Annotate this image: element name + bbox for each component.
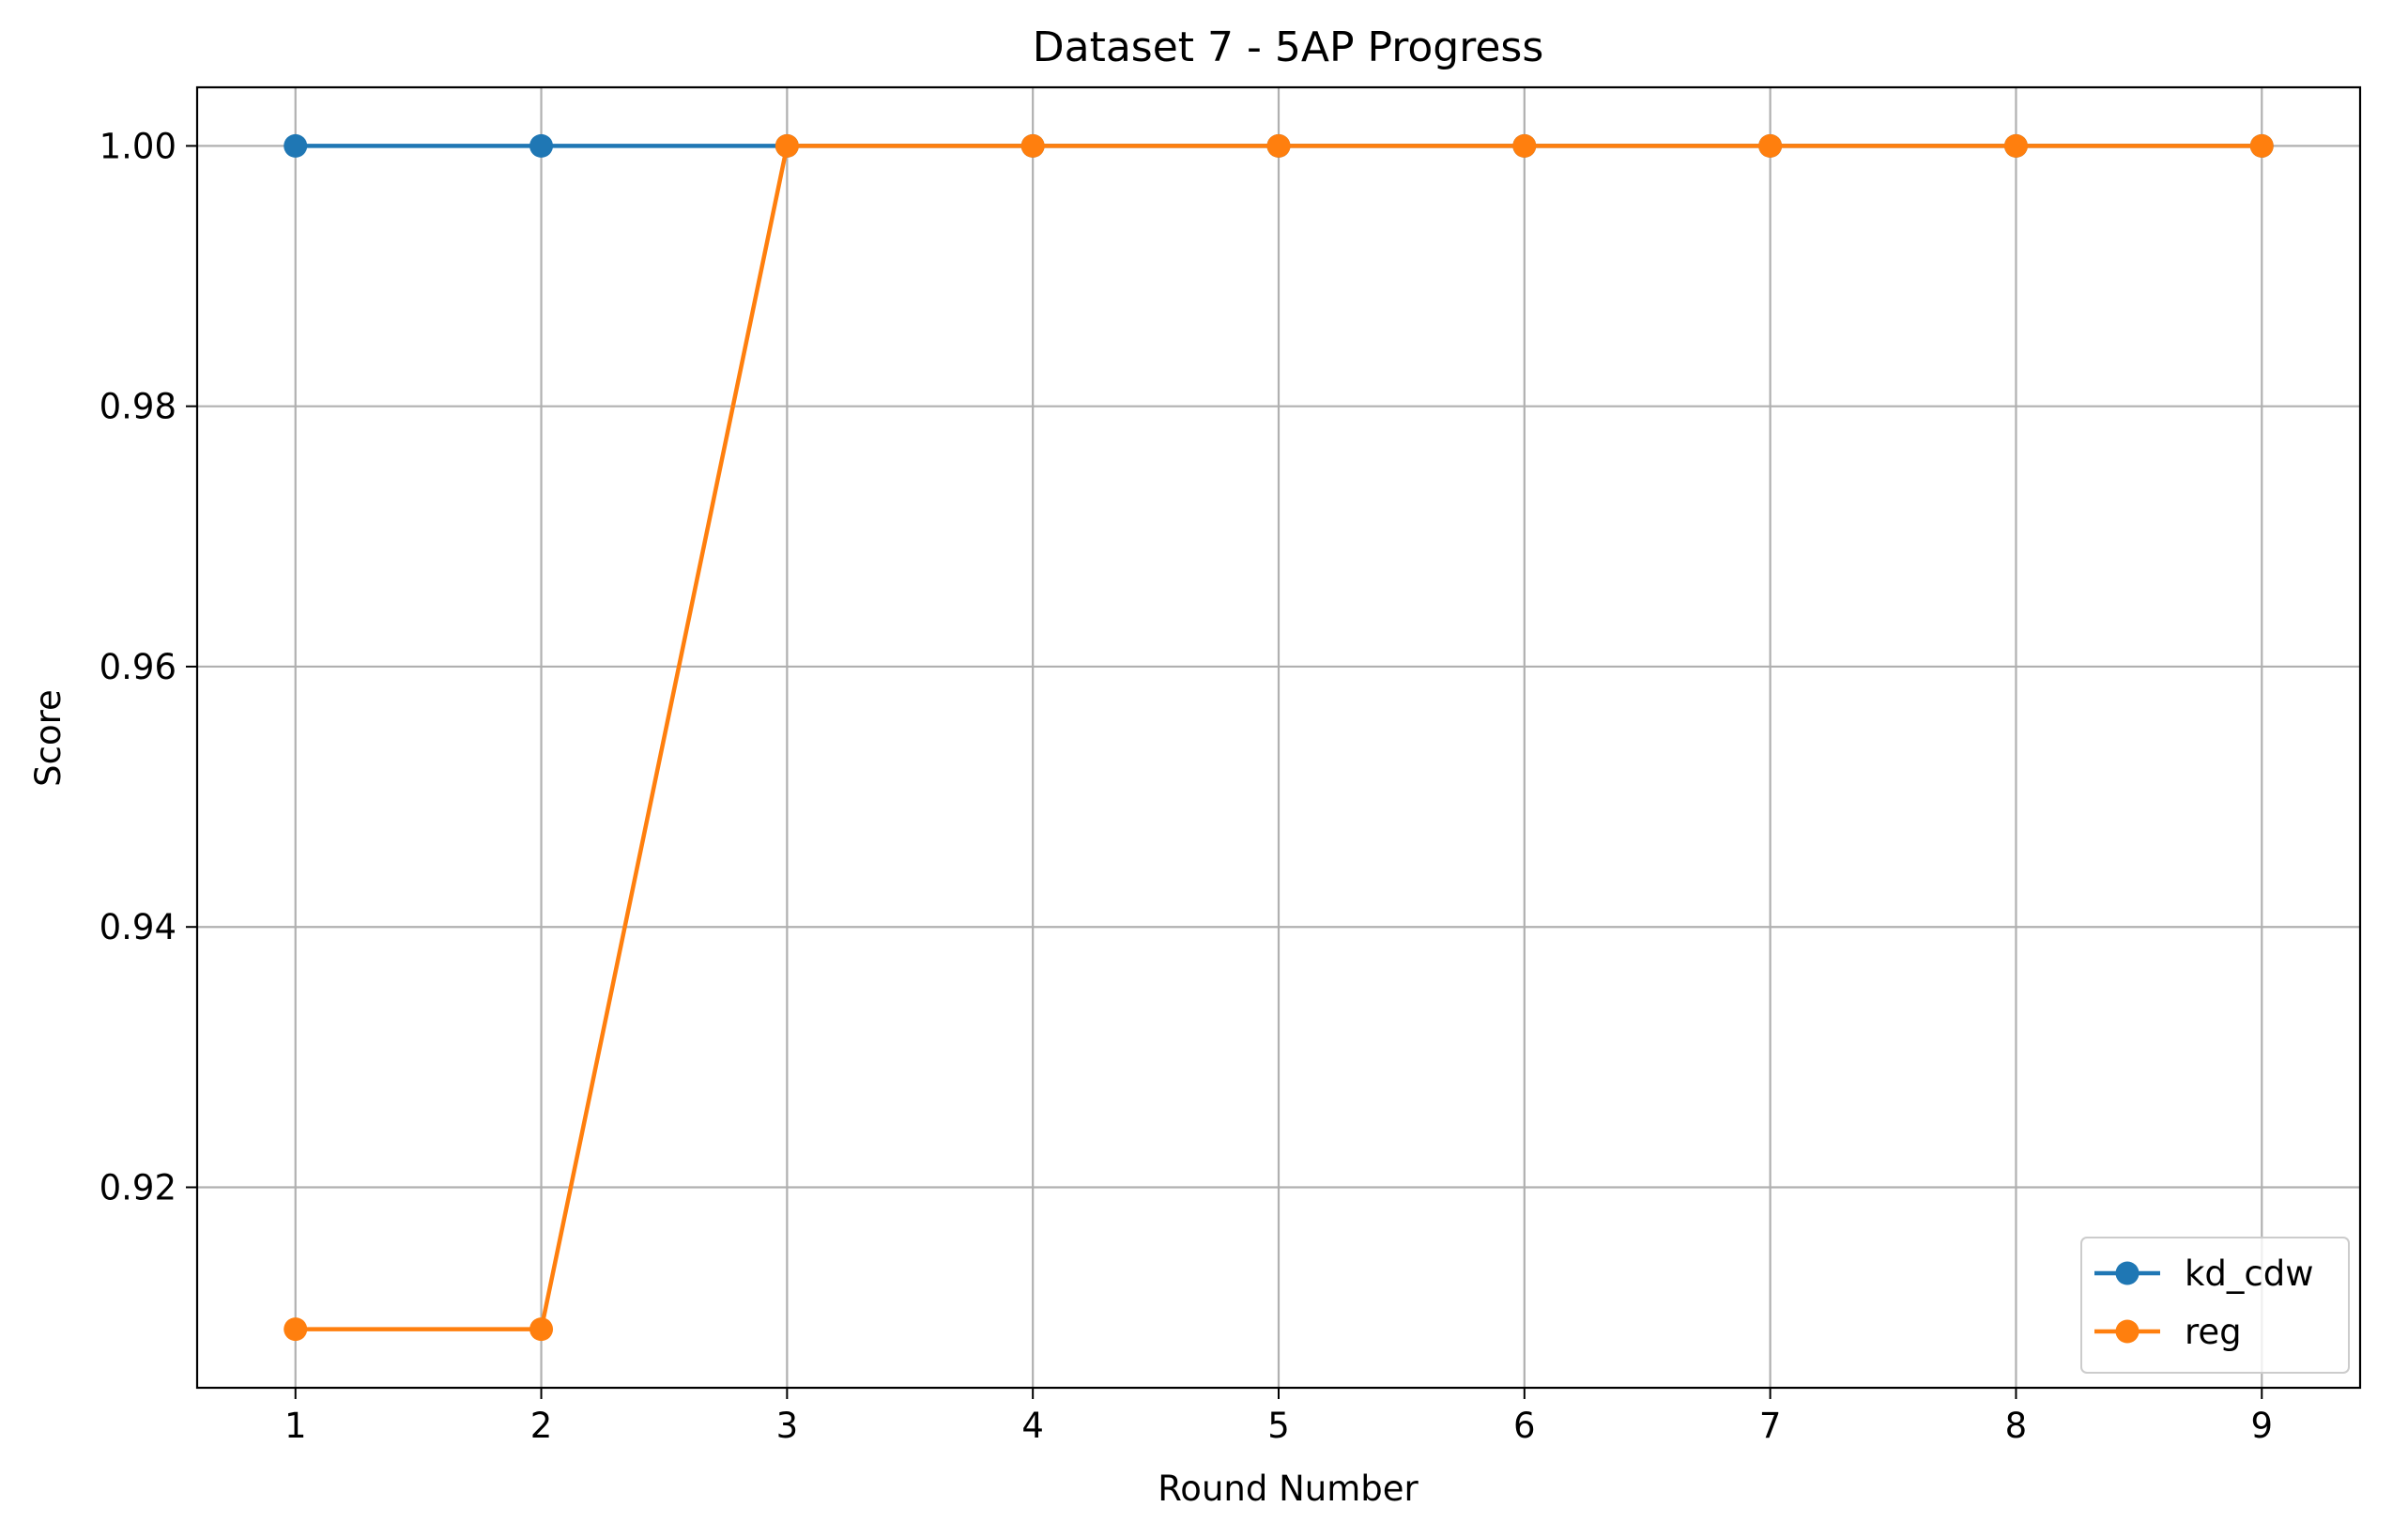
series-layer — [284, 133, 2274, 1342]
legend-marker — [2115, 1319, 2140, 1344]
data-point-reg — [2003, 133, 2028, 158]
data-point-kd_cdw — [284, 133, 308, 158]
x-tick-label: 1 — [284, 1406, 307, 1446]
x-tick-label: 4 — [1021, 1406, 1044, 1446]
x-tick-label: 3 — [776, 1406, 799, 1446]
x-tick-label: 7 — [1759, 1406, 1782, 1446]
x-tick-label: 2 — [530, 1406, 553, 1446]
data-point-kd_cdw — [529, 133, 554, 158]
data-point-reg — [1512, 133, 1537, 158]
x-tick-label: 5 — [1267, 1406, 1290, 1446]
grid-lines — [197, 87, 2360, 1388]
x-axis-label: Round Number — [1158, 1469, 1419, 1509]
y-axis-label: Score — [28, 689, 69, 787]
y-tick-label: 0.92 — [100, 1167, 176, 1207]
series-reg — [284, 133, 2274, 1342]
y-axis: 0.92 0.94 0.96 0.98 1.00 — [100, 126, 197, 1207]
x-tick-label: 8 — [2005, 1406, 2028, 1446]
data-point-reg — [775, 133, 799, 158]
legend-marker — [2115, 1261, 2140, 1285]
data-point-reg — [529, 1317, 554, 1342]
x-axis: 1 2 3 4 5 6 7 8 9 — [284, 1388, 2273, 1446]
data-point-reg — [1266, 133, 1291, 158]
x-tick-label: 6 — [1513, 1406, 1536, 1446]
x-tick-label: 9 — [2250, 1406, 2273, 1446]
y-tick-label: 1.00 — [100, 126, 176, 166]
data-point-reg — [1758, 133, 1783, 158]
y-tick-label: 0.96 — [100, 647, 176, 687]
data-point-reg — [284, 1317, 308, 1342]
legend-entry-kd_cdw: kd_cdw — [2094, 1253, 2314, 1294]
chart-title: Dataset 7 - 5AP Progress — [1033, 23, 1544, 71]
legend-entry-reg: reg — [2094, 1312, 2242, 1352]
legend-label: kd_cdw — [2185, 1253, 2314, 1294]
legend-label: reg — [2185, 1312, 2242, 1352]
y-tick-label: 0.98 — [100, 387, 176, 427]
y-tick-label: 0.94 — [100, 907, 176, 947]
data-point-reg — [2249, 133, 2274, 158]
data-point-reg — [1020, 133, 1045, 158]
